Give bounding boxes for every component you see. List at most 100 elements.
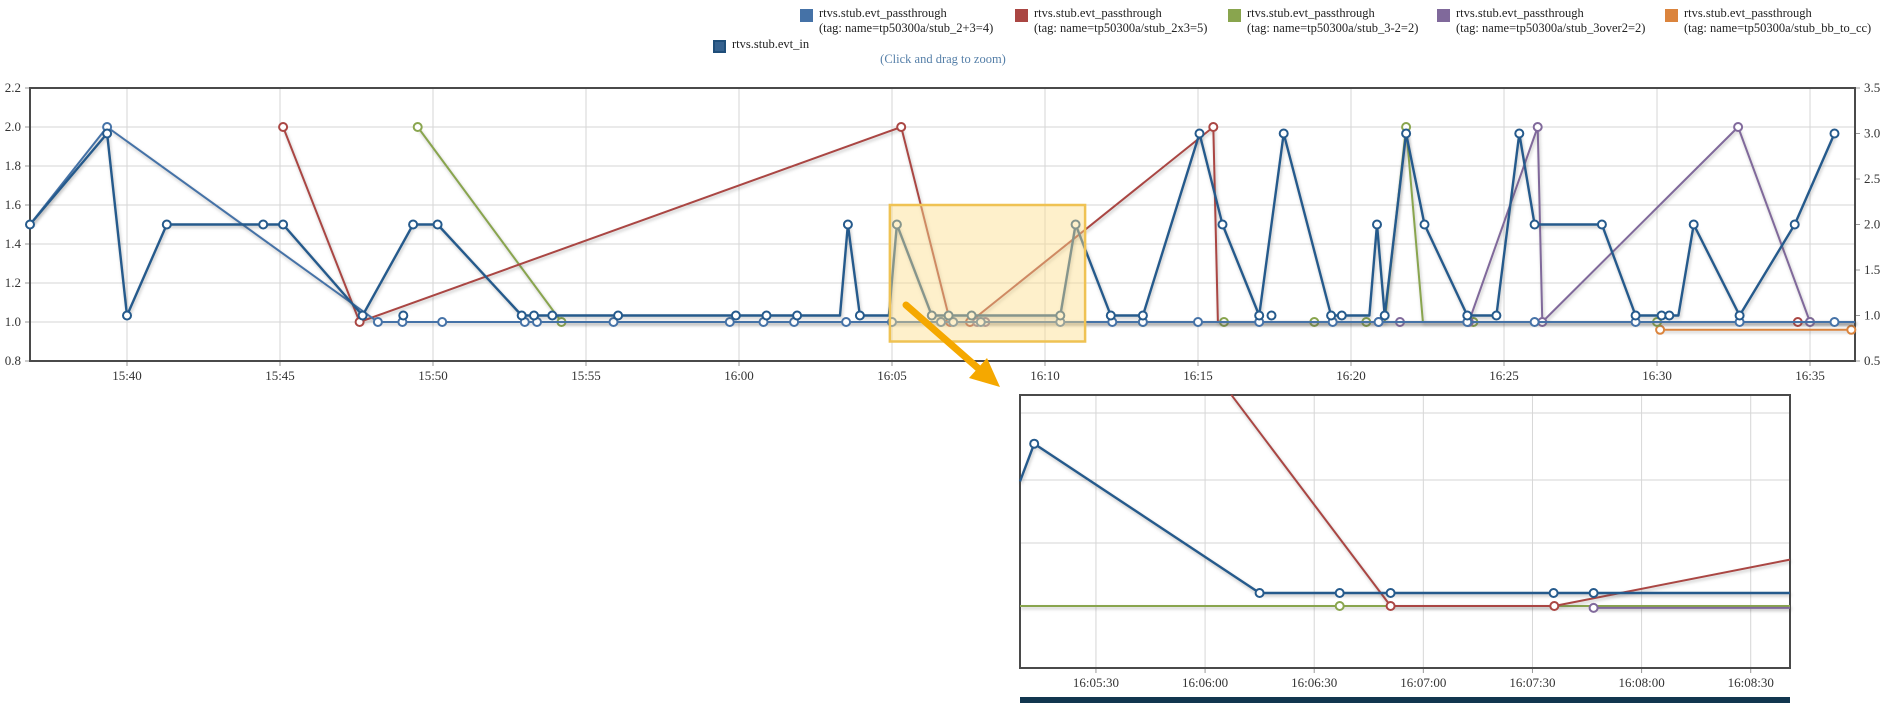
zoom-plot-area[interactable] [1019,394,1791,669]
data-point-marker[interactable] [1549,601,1560,611]
data-point-marker[interactable] [398,310,409,321]
series-line[interactable] [1230,394,1791,607]
series-line[interactable] [977,126,1855,323]
data-point-marker[interactable] [432,219,443,230]
data-point-marker[interactable] [278,219,289,230]
data-point-marker[interactable] [1734,310,1745,321]
data-point-marker[interactable] [1029,438,1040,449]
data-point-marker[interactable] [25,219,35,230]
data-point-marker[interactable] [1070,219,1081,230]
data-point-marker[interactable] [278,122,289,132]
data-point-marker[interactable] [1055,310,1066,321]
data-point-marker[interactable] [1514,128,1525,139]
data-point-marker[interactable] [1733,122,1744,132]
data-point-marker[interactable] [724,317,735,327]
legend-item-1[interactable]: rtvs.stub.evt_passthrough (tag: name=tp50… [800,6,993,36]
data-point-marker[interactable] [1548,588,1559,598]
data-point-marker[interactable] [1529,317,1540,327]
data-point-marker[interactable] [896,122,907,132]
data-point-marker[interactable] [258,219,269,230]
data-point-marker[interactable] [1532,122,1543,132]
data-point-marker[interactable] [1829,128,1840,139]
main-series-1 [1655,324,1857,335]
data-point-marker[interactable] [372,317,383,327]
data-point-marker[interactable] [1588,602,1599,613]
data-point-marker[interactable] [1208,122,1219,132]
x-tick-label: 16:35 [1795,368,1825,383]
data-point-marker[interactable] [1588,588,1599,598]
data-point-marker[interactable] [102,128,113,139]
data-point-marker[interactable] [613,310,624,321]
data-point-marker[interactable] [1105,310,1116,321]
data-point-marker[interactable] [1385,601,1396,611]
data-point-marker[interactable] [161,219,172,230]
data-point-marker[interactable] [891,219,902,230]
data-point-marker[interactable] [1137,310,1148,321]
series-line[interactable] [29,132,1836,317]
zoom-series-3 [1588,602,1790,613]
data-point-marker[interactable] [1217,219,1228,230]
data-point-marker[interactable] [943,310,954,321]
legend-item-6[interactable]: rtvs.stub.evt_in [713,37,809,53]
data-point-marker[interactable] [761,310,772,321]
data-point-marker[interactable] [1278,128,1289,139]
data-point-marker[interactable] [1829,317,1840,327]
legend-label: rtvs.stub.evt_passthrough (tag: name=tp50… [1456,6,1646,35]
data-point-marker[interactable] [1419,219,1430,230]
data-point-marker[interactable] [516,310,527,321]
data-point-marker[interactable] [926,310,937,321]
y-left-tick-label: 1.6 [5,197,22,212]
data-point-marker[interactable] [975,317,986,327]
data-point-marker[interactable] [122,310,132,321]
data-point-marker[interactable] [1326,310,1337,321]
legend-item-5[interactable]: rtvs.stub.evt_passthrough (tag: name=tp50… [1665,6,1871,36]
data-point-marker[interactable] [1336,310,1347,321]
data-point-marker[interactable] [1655,324,1666,335]
data-point-marker[interactable] [437,317,448,327]
data-point-marker[interactable] [1193,317,1203,327]
data-point-marker[interactable] [730,310,741,321]
data-point-marker[interactable] [1254,310,1265,321]
legend-swatch-icon [1437,9,1450,22]
data-point-marker[interactable] [936,317,946,327]
x-tick-label: 16:06:00 [1182,675,1228,690]
data-point-marker[interactable] [854,310,865,321]
data-point-marker[interactable] [1596,219,1607,230]
range-selector-bar[interactable] [1020,697,1790,703]
data-point-marker[interactable] [842,219,853,230]
legend-item-4[interactable]: rtvs.stub.evt_passthrough (tag: name=tp50… [1437,6,1645,36]
data-point-marker[interactable] [1529,219,1540,230]
data-point-marker[interactable] [1664,310,1675,321]
data-point-marker[interactable] [529,310,539,321]
data-point-marker[interactable] [1688,219,1699,230]
series-line[interactable] [1018,442,1790,595]
data-point-marker[interactable] [547,310,558,321]
legend-item-3[interactable]: rtvs.stub.evt_passthrough (tag: name=tp50… [1228,6,1418,36]
data-point-marker[interactable] [1491,310,1502,321]
data-point-marker[interactable] [966,310,977,321]
data-point-marker[interactable] [408,219,419,230]
data-point-marker[interactable] [412,122,423,132]
data-point-marker[interactable] [841,317,852,327]
data-point-marker[interactable] [1630,310,1641,321]
data-point-marker[interactable] [1379,310,1390,321]
data-point-marker[interactable] [792,310,803,321]
data-point-marker[interactable] [948,317,959,327]
data-point-marker[interactable] [1194,128,1205,139]
data-point-marker[interactable] [1846,324,1857,335]
data-point-marker[interactable] [1373,317,1384,327]
data-point-marker[interactable] [1401,128,1412,139]
data-point-marker[interactable] [1334,601,1345,611]
data-point-marker[interactable] [1266,310,1277,321]
data-point-marker[interactable] [1254,588,1265,598]
legend-item-2[interactable]: rtvs.stub.evt_passthrough (tag: name=tp50… [1015,6,1207,36]
data-point-marker[interactable] [1372,219,1382,230]
data-point-marker[interactable] [1385,588,1396,598]
data-point-marker[interactable] [1462,310,1473,321]
data-point-marker[interactable] [1334,588,1345,598]
data-point-marker[interactable] [608,317,619,327]
data-point-marker[interactable] [1789,219,1800,230]
data-point-marker[interactable] [357,310,368,321]
legend-label: rtvs.stub.evt_passthrough (tag: name=tp50… [1034,6,1208,35]
chart-subtitle: (Click and drag to zoom) [880,52,1006,66]
